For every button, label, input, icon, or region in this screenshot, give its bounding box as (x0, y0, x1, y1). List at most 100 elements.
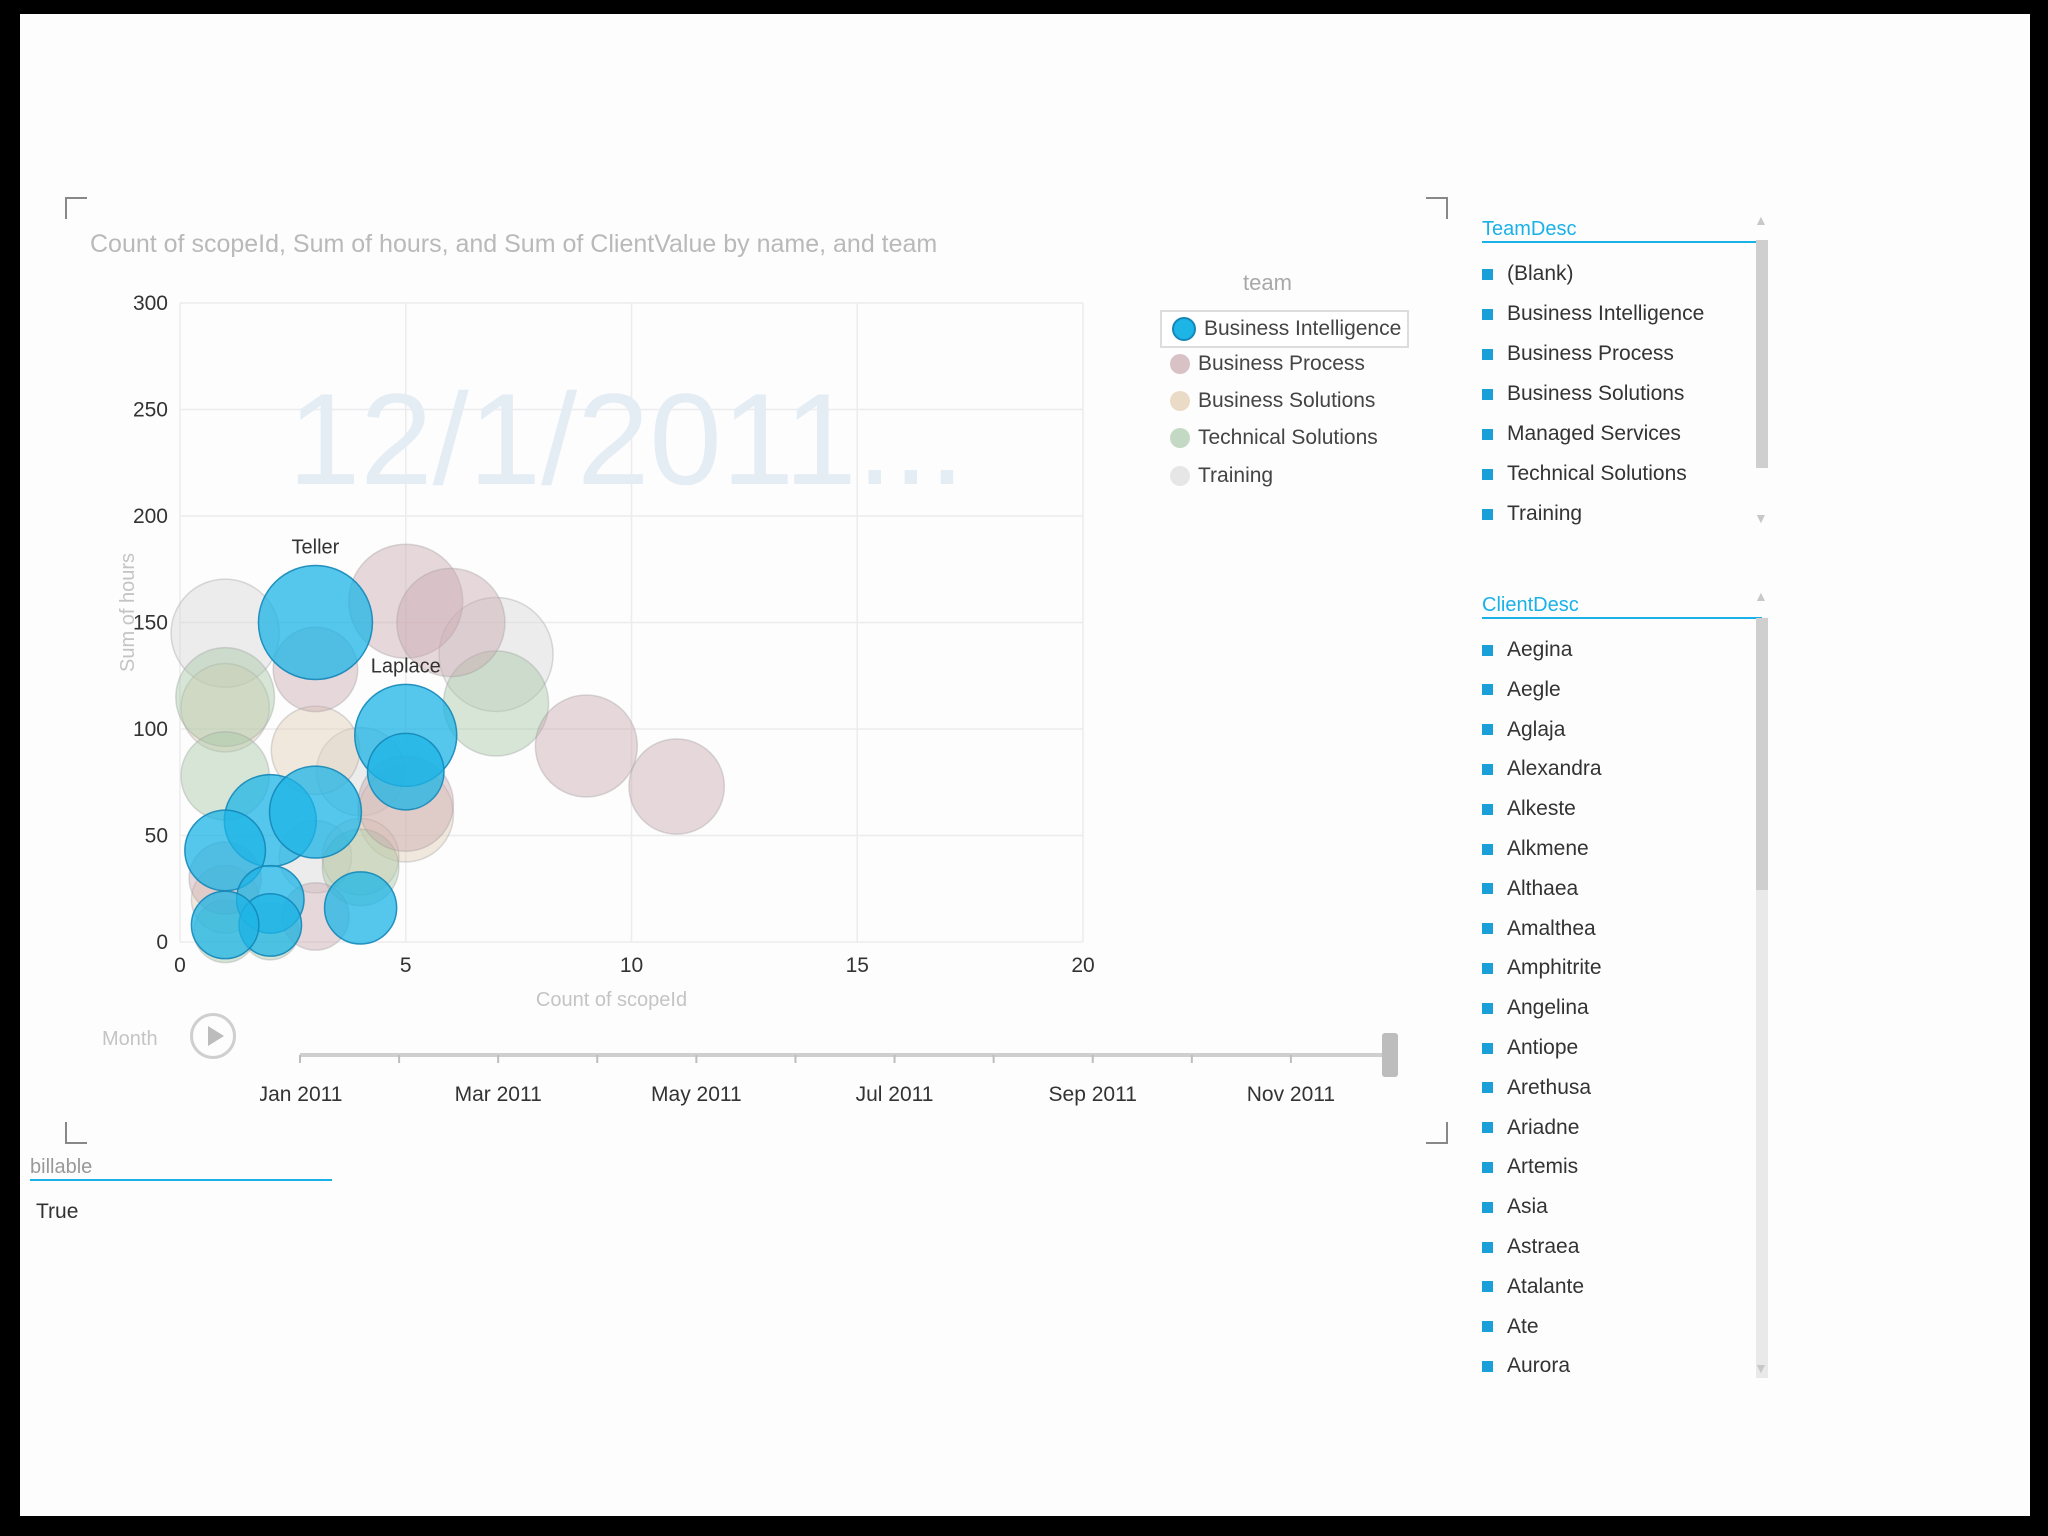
y-tick-label: 0 (156, 931, 168, 954)
timeline-handle[interactable] (1382, 1033, 1398, 1077)
client-slicer-item-label: Ate (1507, 1314, 1539, 1338)
frame-corner-top-left (65, 197, 87, 219)
client-slicer-item-label: Aglaja (1507, 717, 1566, 741)
team-slicer-item-label: Training (1507, 502, 1583, 525)
client-slicer-item[interactable]: Aegina (1482, 638, 1572, 662)
client-slicer-item[interactable]: Ate (1482, 1315, 1539, 1339)
team-scroll-thumb[interactable] (1756, 240, 1768, 468)
play-button[interactable] (190, 1013, 236, 1059)
slicer-item-square-icon (1482, 803, 1493, 815)
client-slicer-item[interactable]: Angelina (1482, 996, 1589, 1020)
team-slicer-item[interactable]: Managed Services (1482, 422, 1681, 446)
client-slicer-item-label: Amphitrite (1507, 956, 1602, 980)
slicer-item-square-icon (1482, 843, 1493, 855)
legend-item[interactable]: Training (1160, 459, 1273, 493)
client-slicer-item[interactable]: Aurora (1482, 1354, 1570, 1378)
bubble (180, 662, 271, 753)
bubble-label: Laplace (371, 655, 441, 677)
team-slicer-item[interactable]: Training (1482, 502, 1582, 526)
client-slicer-item[interactable]: Artemis (1482, 1155, 1578, 1179)
client-slicer-item-label: Aegle (1507, 677, 1561, 701)
client-slicer-item[interactable]: Atalante (1482, 1275, 1584, 1299)
x-tick-label: 10 (620, 954, 643, 977)
client-slicer-item-label: Alexandra (1507, 757, 1602, 781)
x-tick-label: 0 (174, 954, 186, 977)
team-scroll-down-icon[interactable]: ▼ (1754, 510, 1768, 526)
legend-swatch-icon (1170, 466, 1190, 486)
slicer-item-square-icon (1482, 268, 1493, 280)
slicer-item-square-icon (1482, 763, 1493, 775)
client-slicer-item[interactable]: Aegle (1482, 678, 1561, 702)
legend-swatch-icon (1170, 391, 1190, 411)
y-tick-label: 300 (133, 292, 168, 315)
y-tick-label: 150 (133, 612, 168, 635)
legend-item[interactable]: Technical Solutions (1160, 421, 1378, 455)
client-slicer-item[interactable]: Althaea (1482, 877, 1578, 901)
slicer-item-square-icon (1482, 468, 1493, 480)
x-tick-label: 15 (846, 954, 869, 977)
client-slicer-item-label: Arethusa (1507, 1075, 1592, 1099)
team-slicer-item[interactable]: (Blank) (1482, 262, 1574, 286)
timeline-month-label: Mar 2011 (455, 1083, 542, 1106)
client-slicer-item[interactable]: Astraea (1482, 1235, 1579, 1259)
slicer-item-square-icon (1482, 684, 1493, 696)
legend-label: Business Solutions (1198, 389, 1376, 412)
bubble (438, 596, 554, 713)
legend-title: team (1243, 270, 1292, 295)
client-scroll-down-icon[interactable]: ▼ (1754, 1360, 1768, 1376)
team-scroll-up-icon[interactable]: ▲ (1754, 212, 1768, 228)
client-slicer-item-label: Alkmene (1507, 837, 1589, 860)
client-slicer-item[interactable]: Asia (1482, 1195, 1548, 1219)
y-tick-label: 250 (133, 399, 168, 422)
client-scroll-thumb[interactable] (1756, 618, 1768, 890)
client-slicer-item[interactable]: Alkmene (1482, 837, 1589, 861)
legend-item[interactable]: Business Process (1160, 347, 1365, 381)
client-slicer-item-label: Aegina (1507, 638, 1573, 661)
team-slicer-item[interactable]: Business Process (1482, 342, 1674, 366)
legend-item[interactable]: Business Solutions (1160, 384, 1375, 418)
team-slicer-item[interactable]: Business Solutions (1482, 382, 1684, 406)
timeline-month-label: May 2011 (651, 1083, 742, 1106)
client-slicer-item[interactable]: Arethusa (1482, 1076, 1591, 1100)
play-icon (208, 1026, 224, 1046)
slicer-item-square-icon (1482, 1201, 1493, 1213)
team-slicer-item-label: Technical Solutions (1507, 462, 1687, 485)
client-slicer-item-label: Angelina (1507, 996, 1589, 1020)
timeline-month-label: Nov 2011 (1247, 1083, 1335, 1106)
client-slicer-item[interactable]: Ariadne (1482, 1116, 1579, 1140)
client-slicer-item[interactable]: Alexandra (1482, 757, 1602, 781)
legend-item[interactable]: Business Intelligence (1160, 310, 1410, 348)
bubble (175, 646, 276, 748)
bubble (366, 732, 445, 811)
billable-slicer-item[interactable]: True (36, 1200, 79, 1223)
slicer-item-square-icon (1482, 923, 1493, 935)
timeline-month-label: Sep 2011 (1049, 1083, 1137, 1106)
slicer-item-square-icon (1482, 724, 1493, 736)
team-slicer-item[interactable]: Technical Solutions (1482, 462, 1687, 486)
client-slicer-item[interactable]: Aglaja (1482, 718, 1565, 742)
client-slicer-item[interactable]: Amphitrite (1482, 956, 1602, 980)
play-axis-watermark: 12/1/2011... (288, 366, 965, 512)
team-slicer-item-label: Business Process (1507, 342, 1674, 365)
bubble (628, 738, 726, 835)
client-slicer-item-label: Atalante (1507, 1274, 1585, 1298)
client-slicer-item[interactable]: Alkeste (1482, 797, 1576, 821)
x-axis-title: Count of scopeId (536, 989, 687, 1011)
chart-title: Count of scopeId, Sum of hours, and Sum … (90, 230, 938, 258)
legend-swatch-icon (1170, 428, 1190, 448)
client-slicer-item-label: Artemis (1507, 1155, 1579, 1179)
report-canvas: Count of scopeId, Sum of hours, and Sum … (20, 14, 2030, 1516)
team-slicer-item[interactable]: Business Intelligence (1482, 302, 1704, 326)
slicer-item-square-icon (1482, 1002, 1493, 1014)
play-axis-timeline[interactable]: Jan 2011 Mar 2011 May 2011 Jul 2011 Sep 2011… (260, 1019, 1430, 1109)
client-scroll-up-icon[interactable]: ▲ (1754, 588, 1768, 604)
frame-corner-bottom-right (1426, 1122, 1448, 1144)
y-tick-label: 50 (145, 825, 168, 848)
client-slicer-item[interactable]: Amalthea (1482, 917, 1596, 941)
bubble (534, 694, 639, 798)
bubble-label: Teller (292, 537, 340, 559)
slicer-item-square-icon (1482, 644, 1493, 656)
play-axis-label: Month (102, 1028, 158, 1050)
timeline-month-label: Jul 2011 (856, 1083, 934, 1106)
client-slicer-item[interactable]: Antiope (1482, 1036, 1578, 1060)
